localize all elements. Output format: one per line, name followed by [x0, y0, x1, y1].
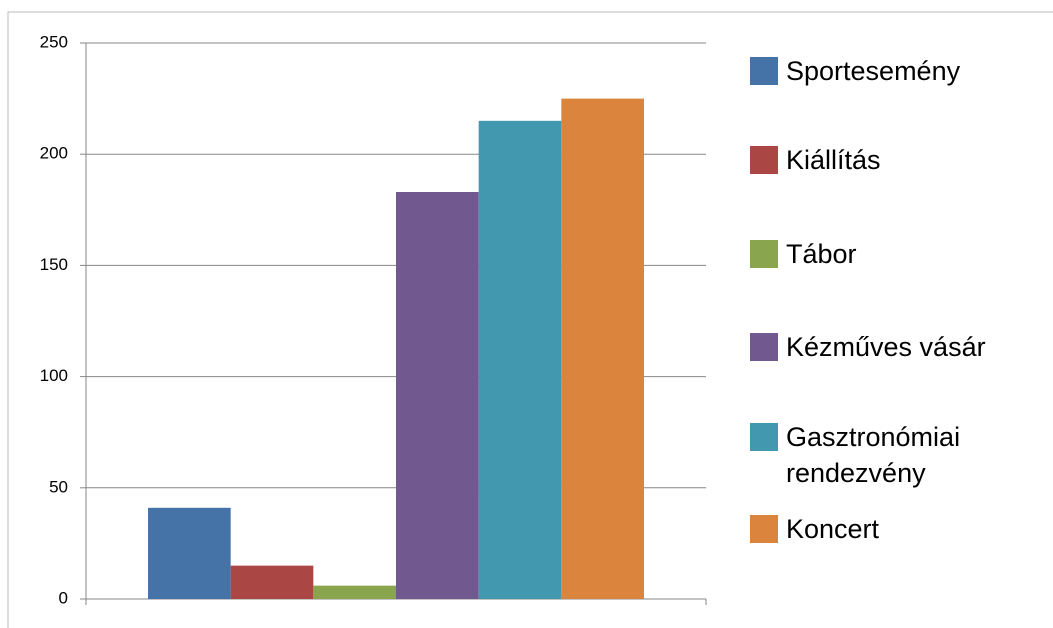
bar — [561, 98, 644, 599]
y-tick-label: 150 — [40, 255, 68, 274]
legend-swatch — [750, 515, 778, 543]
legend-item: Sportesemény — [750, 53, 1050, 89]
bar — [478, 120, 562, 599]
legend-swatch — [750, 333, 778, 361]
legend-swatch — [750, 423, 778, 451]
bar — [230, 565, 314, 599]
bar — [396, 192, 479, 599]
y-tick-label: 100 — [40, 366, 68, 385]
legend-label: Kézműves vásár — [786, 332, 986, 362]
y-tick-label: 200 — [40, 144, 68, 163]
legend-label: Sportesemény — [786, 56, 961, 86]
legend-label: Kiállítás — [786, 145, 881, 175]
legend-label: Gasztronómiai rendezvény — [786, 422, 961, 488]
legend-item: Koncert — [750, 511, 1050, 547]
legend-item: Kiállítás — [750, 142, 1050, 178]
legend-label: Tábor — [786, 239, 857, 269]
legend-swatch — [750, 240, 778, 268]
legend-swatch — [750, 146, 778, 174]
legend-swatch — [750, 57, 778, 85]
chart-border — [7, 11, 1053, 628]
bar — [148, 507, 231, 599]
legend-label: Koncert — [786, 514, 880, 544]
y-tick-label: 50 — [49, 477, 68, 496]
y-tick-label: 0 — [59, 588, 68, 607]
legend-item: Gasztronómiai rendezvény — [750, 419, 1050, 491]
legend-item: Tábor — [750, 236, 1050, 272]
y-tick-label: 250 — [40, 32, 68, 51]
legend-item: Kézműves vásár — [750, 329, 1050, 365]
bar — [313, 585, 396, 599]
